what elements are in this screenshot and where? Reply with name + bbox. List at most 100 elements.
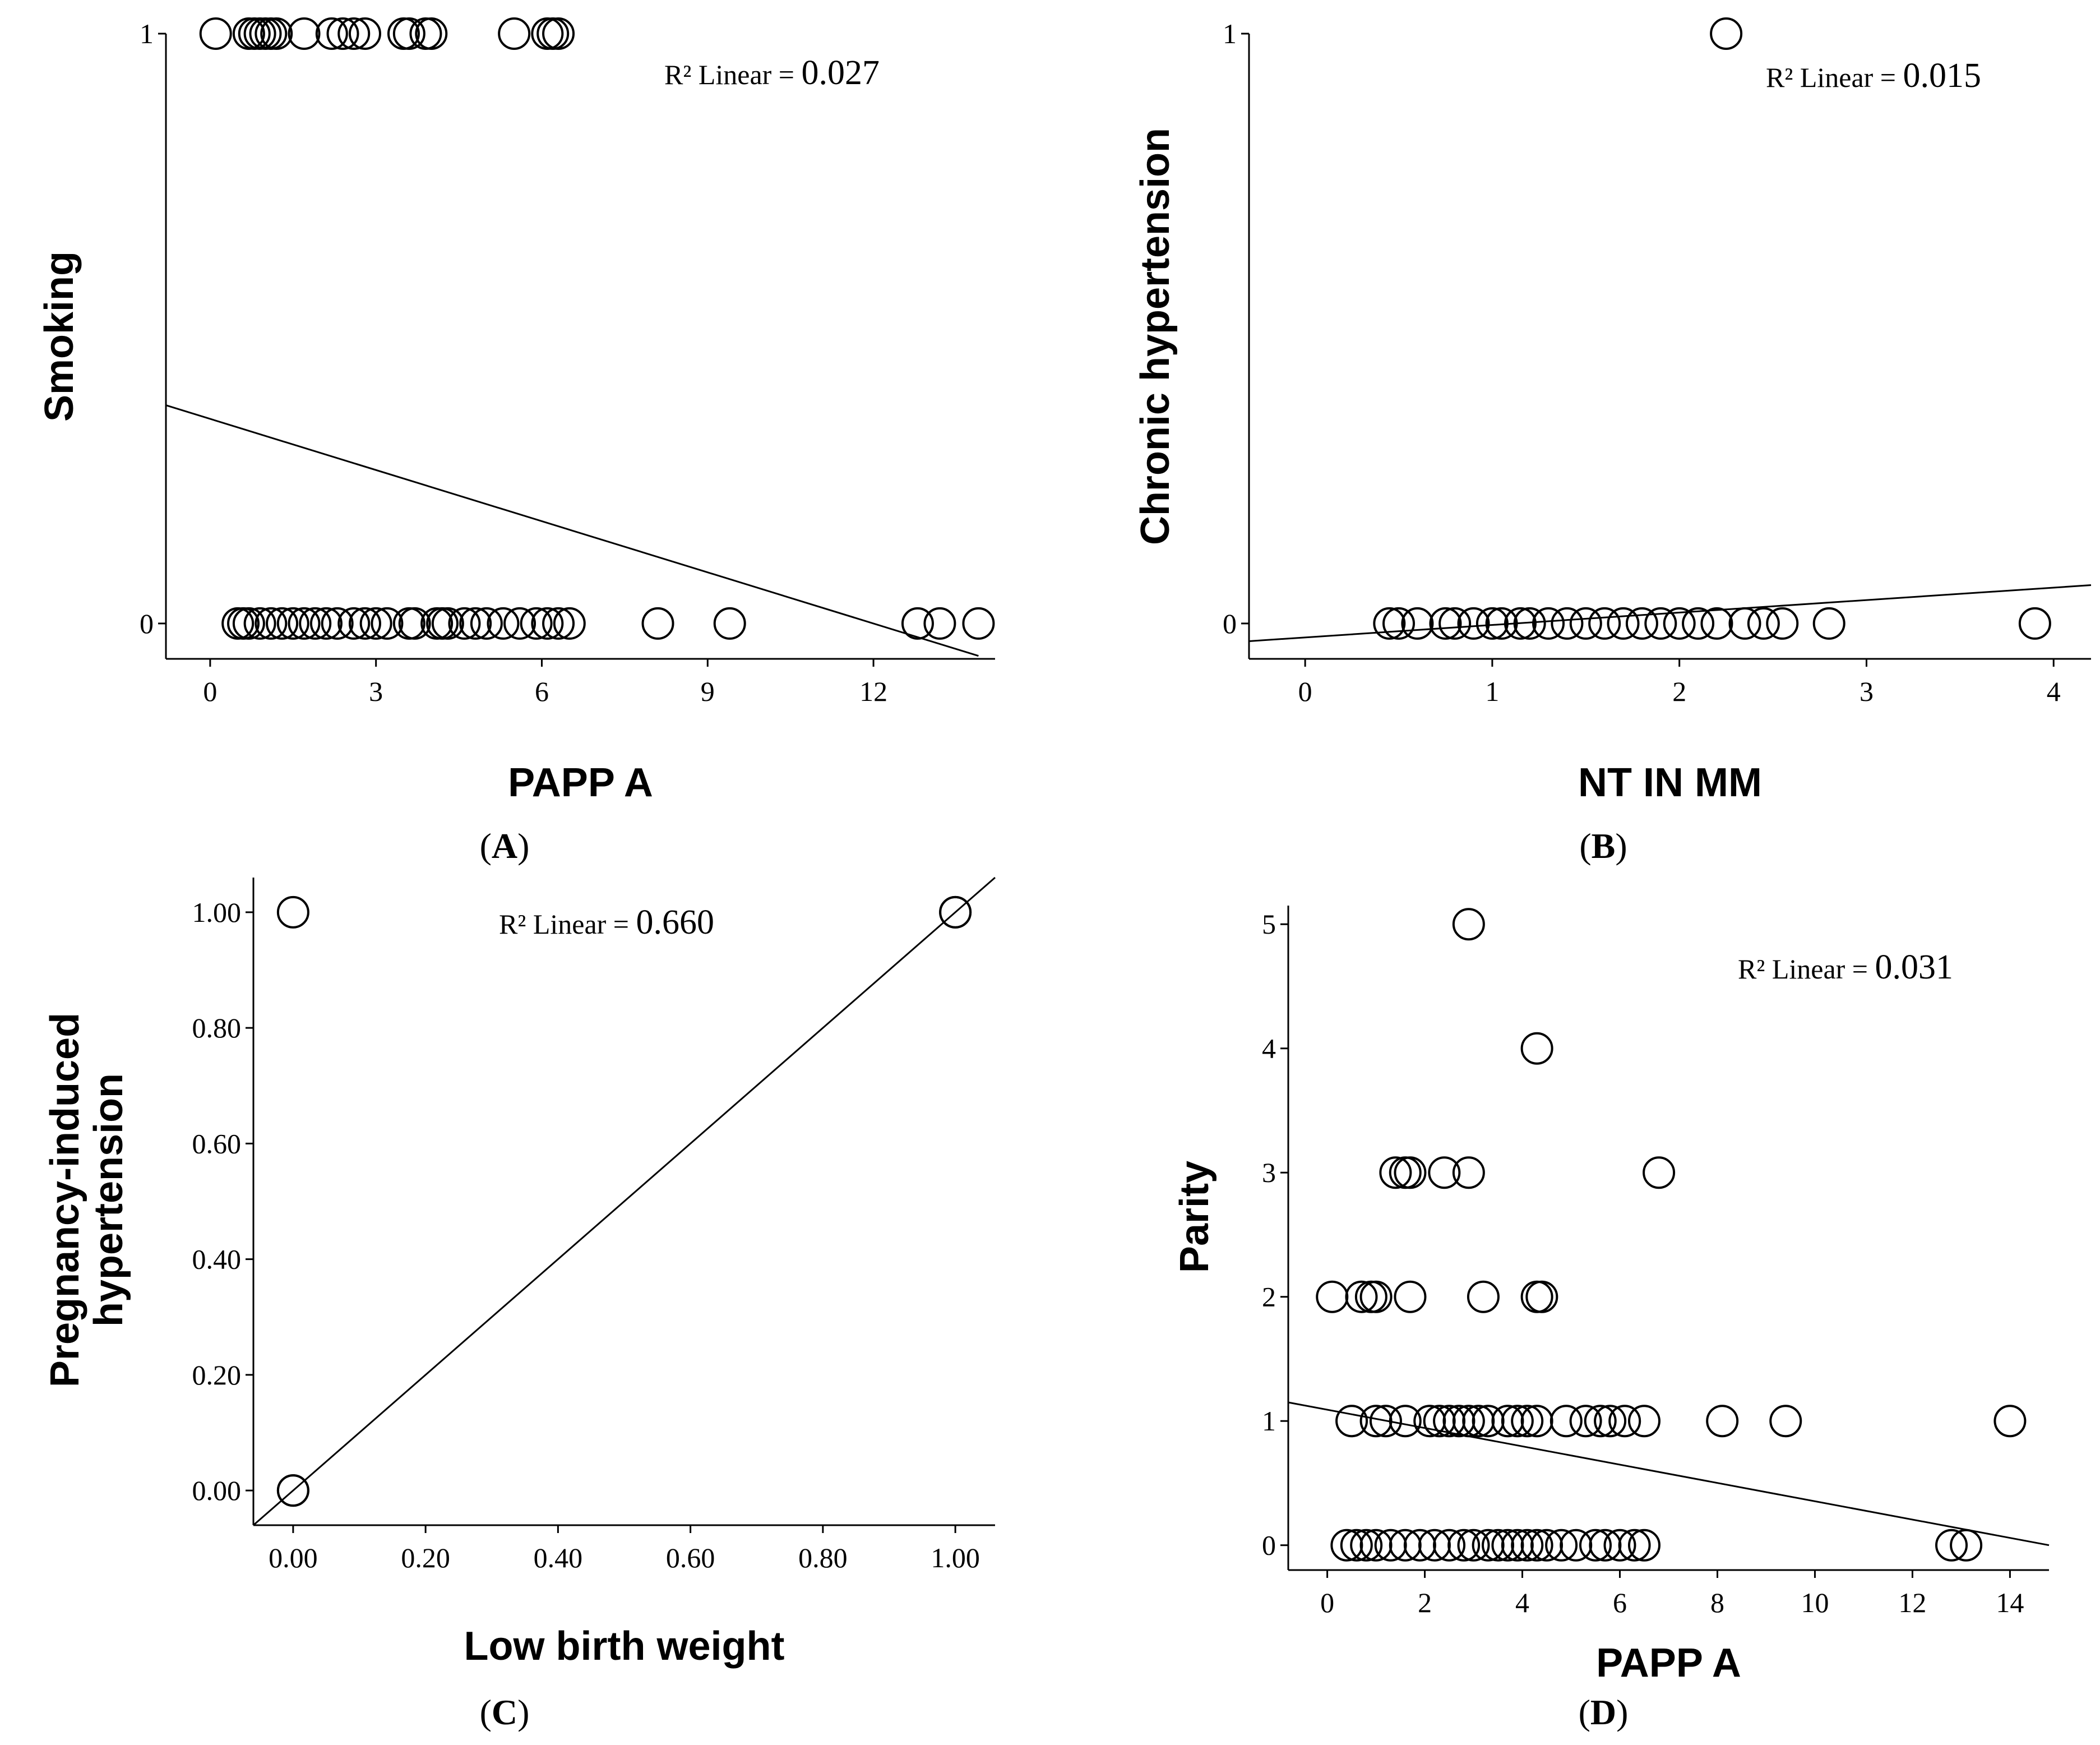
data-point (939, 895, 972, 929)
data-point (1569, 1405, 1602, 1438)
data-point (415, 17, 448, 50)
data-point (337, 607, 371, 640)
data-point (1766, 607, 1799, 640)
data-point (1379, 1156, 1412, 1189)
data-point (962, 607, 995, 640)
data-point (1457, 1529, 1490, 1562)
data-point (348, 17, 381, 50)
x-tick-label: 0.40 (534, 1542, 583, 1573)
r2-prefix: R² Linear = (1738, 953, 1875, 985)
data-point (199, 17, 232, 50)
y-tick-label: 4 (1262, 1033, 1276, 1064)
x-tick-label: 0.80 (798, 1542, 848, 1573)
data-point (1457, 607, 1490, 640)
data-point (348, 607, 381, 640)
x-tick-label: 8 (1710, 1587, 1724, 1618)
data-point (1316, 1280, 1349, 1313)
x-tick-label: 3 (1860, 676, 1874, 707)
chart-panel-A: 0 3 6 9 12 0 1 R² Linear = 0.027 PAPP A Smoking (A… (37, 17, 995, 866)
data-point (503, 607, 536, 640)
data-point (487, 607, 520, 640)
x-tick-label: 4 (1515, 1587, 1529, 1618)
y-tick-label: 0 (140, 608, 154, 639)
data-point (1504, 607, 1537, 640)
r2-value: 0.027 (802, 54, 880, 92)
x-tick-label: 12 (1898, 1587, 1926, 1618)
data-point (1551, 607, 1584, 640)
x-tick-label: 2 (1672, 676, 1686, 707)
data-point (309, 607, 343, 640)
r2-prefix: R² Linear = (1766, 62, 1903, 93)
data-point (498, 17, 531, 50)
data-point (459, 607, 492, 640)
data-point (1394, 1156, 1427, 1189)
panel-caption-part: A (492, 826, 517, 866)
panel-caption-part: ) (1616, 1692, 1628, 1732)
data-point (299, 607, 332, 640)
data-point (431, 607, 464, 640)
data-point (1618, 1529, 1651, 1562)
data-point (1682, 607, 1715, 640)
data-point (1335, 1405, 1368, 1438)
data-point (1394, 1280, 1427, 1313)
data-point (232, 607, 265, 640)
data-point (1747, 607, 1780, 640)
y-tick-label: 0.00 (192, 1475, 242, 1506)
x-tick-label: 4 (2047, 676, 2061, 707)
x-tick-label: 0.00 (269, 1542, 318, 1573)
x-tick-label: 0.20 (401, 1542, 450, 1573)
chart-panel-C: 0.00 0.20 0.40 0.60 0.80 1.00 0.00 0.20 0.40 0.60… (43, 876, 996, 1732)
data-point (1475, 607, 1509, 640)
data-point (531, 607, 564, 640)
y-axis-label: Pregnancy-induced (43, 1013, 87, 1387)
data-point (1429, 607, 1462, 640)
data-point (1643, 1156, 1676, 1189)
x-tick-label: 0 (1320, 1587, 1334, 1618)
data-point (1532, 607, 1565, 640)
data-point (288, 17, 321, 50)
data-point (1588, 607, 1621, 640)
data-point (1452, 1405, 1485, 1438)
data-point (1569, 607, 1602, 640)
y-tick-label: 5 (1262, 908, 1276, 940)
r2-prefix: R² Linear = (664, 59, 802, 90)
x-axis-label: Low birth weight (464, 1624, 785, 1669)
data-point (266, 607, 299, 640)
data-point (1401, 607, 1434, 640)
x-axis-label: NT IN MM (1578, 760, 1762, 805)
data-point (1511, 1405, 1544, 1438)
data-point (1382, 607, 1416, 640)
data-point (713, 607, 746, 640)
x-tick-label: 9 (701, 676, 715, 707)
data-point (1501, 1405, 1534, 1438)
y-axis-label: Smoking (37, 251, 82, 422)
fit-line (1288, 1401, 2050, 1547)
x-axis-label: PAPP A (1596, 1641, 1741, 1686)
data-point (1607, 607, 1640, 640)
fit-line (1248, 584, 2092, 642)
data-point (326, 17, 359, 50)
data-point (392, 17, 425, 50)
panel-caption: (D) (1579, 1692, 1629, 1732)
data-point (542, 607, 575, 640)
panel-caption-part: ( (480, 826, 492, 866)
r2-value: 0.660 (636, 903, 715, 941)
data-point (1549, 1405, 1583, 1438)
data-point (1369, 1405, 1402, 1438)
data-point (337, 17, 371, 50)
r2-prefix: R² Linear = (499, 908, 636, 940)
data-point (923, 607, 956, 640)
data-point (1710, 17, 1743, 50)
y-tick-label: 3 (1262, 1157, 1276, 1188)
x-tick-label: 10 (1801, 1587, 1829, 1618)
data-point (1433, 1529, 1466, 1562)
x-tick-label: 2 (1418, 1587, 1432, 1618)
x-axis-label: PAPP A (508, 760, 653, 805)
y-tick-label: 0 (1223, 608, 1237, 639)
x-tick-label: 0.60 (666, 1542, 715, 1573)
data-point (1628, 1529, 1661, 1562)
y-axis-label: Parity (1172, 1161, 1217, 1273)
data-point (398, 607, 431, 640)
data-point (1452, 1156, 1485, 1189)
data-point (1700, 607, 1733, 640)
